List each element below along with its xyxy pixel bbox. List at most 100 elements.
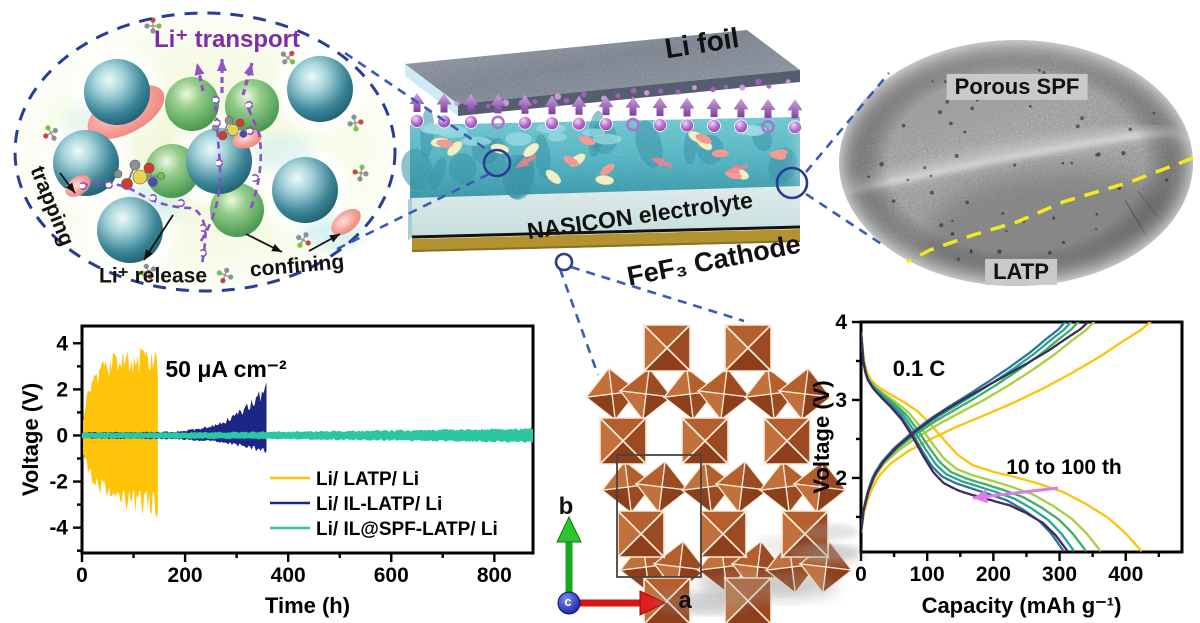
molecule-icon (280, 50, 296, 65)
up-arrow-icon (517, 94, 533, 114)
spf-fiber-icon (595, 175, 614, 185)
chart-text: 200 (168, 564, 203, 587)
latp-sphere-icon (272, 157, 338, 223)
x-axis-label: Capacity (mAh g⁻¹) (922, 593, 1122, 618)
discharge-60th (861, 332, 1076, 552)
il-droplet-icon (563, 155, 579, 167)
li-ion-icon (788, 120, 802, 135)
sem-image (807, 10, 1200, 316)
arrow-head-icon (973, 489, 988, 504)
molecule-icon (43, 125, 58, 141)
charge-20th (861, 322, 1096, 533)
x-axis-label: Time (h) (265, 593, 350, 618)
spf-fiber-icon (545, 169, 562, 184)
charge-100th (861, 322, 1090, 533)
label-axis-b: b (558, 492, 574, 520)
current-density-annotation: 50 μA cm⁻² (165, 356, 287, 382)
latp-sphere-icon (84, 59, 150, 125)
molecule-icon (139, 263, 157, 280)
li-ion-icon (572, 116, 586, 131)
transport-arrows-icon (194, 59, 254, 96)
latp-sphere-icon (97, 197, 163, 263)
series-band-2 (82, 428, 533, 443)
up-arrow-icon (760, 98, 776, 118)
li-ion-icon (437, 114, 451, 129)
chart-text: 0 (56, 424, 68, 447)
y-axis-label: Voltage (V) (18, 383, 43, 496)
label-porous-spf: Porous SPF (946, 73, 1088, 101)
li-ion-icon (518, 115, 532, 130)
mechanism-illustration (13, 11, 397, 293)
ion-flow-arrow-icon (650, 158, 674, 169)
charge-discharge-chart: 0 100 200 300 400 4 3 2 Capacity (mAh g⁻¹) Voltag… (788, 311, 1184, 618)
discharge-40th (861, 332, 1087, 552)
cathode-layer (412, 229, 800, 252)
unit-cell-outline (616, 454, 702, 578)
voltage-bands (82, 347, 533, 518)
chart-text: 100 (910, 563, 945, 586)
discharge-100th (861, 332, 1069, 552)
label-axis-c: c (564, 593, 572, 609)
chart-text: 3 (835, 389, 847, 412)
molecule-icon (216, 267, 234, 284)
li-ion-icon (653, 118, 667, 132)
up-arrow-icon (598, 96, 614, 116)
charge-40th (861, 322, 1080, 533)
il-droplet-icon (711, 149, 729, 158)
chart-text: 4 (56, 332, 68, 355)
molecule-icon (296, 232, 311, 248)
legend-item-2: Li/ IL@SPF-LATP/ Li (316, 519, 498, 540)
chart-text: 4 (835, 311, 847, 334)
li-ion-icon (545, 116, 559, 131)
up-arrow-icon (409, 93, 425, 112)
chart-text: 2 (56, 378, 68, 401)
charge-60th (861, 322, 1073, 533)
chart-text: 300 (1042, 563, 1077, 586)
axis-c-origin-icon (557, 591, 581, 615)
fef3-crystal-structure (556, 324, 853, 623)
chart-text: 400 (1108, 563, 1143, 586)
label-latp: LATP (985, 258, 1057, 286)
li-ion-icon (599, 117, 613, 132)
interface-dashed-line (906, 156, 1194, 264)
plot-frame (859, 320, 1184, 554)
label-li-transport: Li⁺ transport (153, 25, 301, 53)
axis-b-arrow-icon (556, 515, 582, 543)
up-arrow-icon (787, 99, 803, 119)
chart-text: 200 (976, 563, 1011, 586)
up-arrow-icon (544, 95, 560, 115)
li-ion-icon (707, 119, 721, 133)
molecule-icon (113, 159, 165, 190)
il-droplet-icon (578, 135, 596, 146)
cycle-direction-arrow-icon (972, 486, 1059, 500)
label-axis-a: a (678, 586, 692, 614)
up-arrow-icon (652, 97, 668, 117)
charge-80th (861, 322, 1067, 533)
li-transport-path (79, 95, 263, 267)
chart-text: 2 (835, 467, 847, 490)
li-ion-icon (410, 114, 424, 128)
up-arrow-icon (733, 98, 749, 118)
rate-annotation: 0.1 C (893, 356, 946, 381)
chart-text: 400 (271, 564, 306, 587)
chart-text: 0 (855, 563, 867, 586)
up-arrow-icon (490, 94, 506, 114)
li-ion-icon (734, 119, 748, 134)
y-axis-label: Voltage (V) (809, 380, 834, 493)
discharge-20th (861, 331, 1102, 552)
li-ion-icon (680, 118, 694, 133)
chart-text: 800 (477, 564, 512, 587)
label-li-release: Li⁺ release (99, 264, 207, 288)
ion-flow-arrow-icon (725, 163, 749, 174)
cycle-range-annotation: 10 to 100 th (1006, 456, 1122, 479)
il-droplet-icon (695, 133, 712, 144)
up-arrow-icon (625, 96, 641, 116)
latp-sphere-icon (287, 56, 353, 122)
chart-text: -4 (49, 517, 68, 540)
discharge-10th (861, 331, 1143, 552)
il-droplet-icon (769, 150, 787, 160)
up-arrow-icon (679, 97, 695, 117)
il-droplet-icon (600, 163, 615, 176)
legend: Li/ LATP/ Li Li/ IL-LATP/ Li Li/ IL@SPF-LA… (270, 469, 498, 540)
